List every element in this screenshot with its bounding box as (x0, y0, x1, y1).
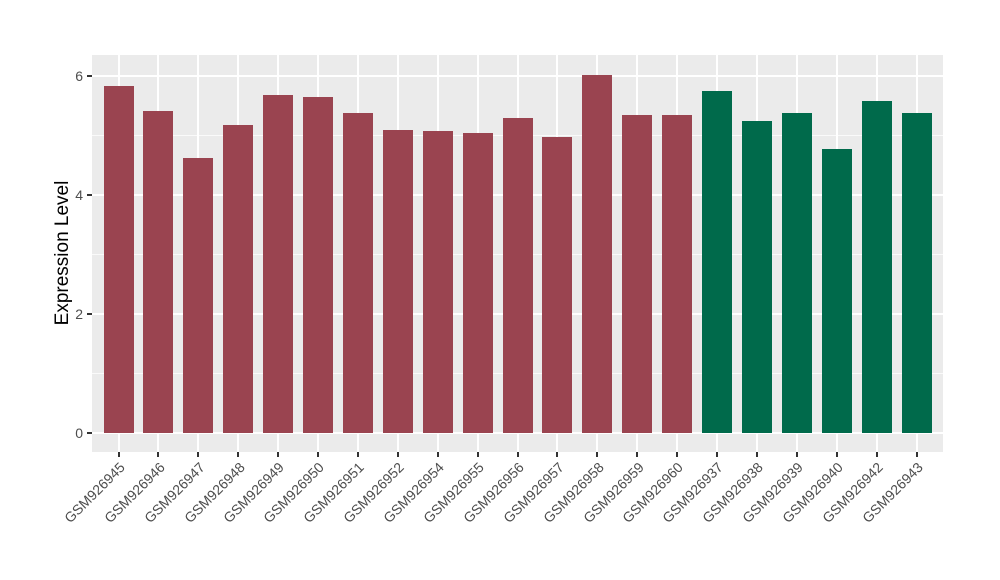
x-tick-mark (915, 452, 918, 457)
y-tick-label: 2 (75, 306, 83, 323)
y-tick-mark (87, 75, 92, 78)
bar-GSM926954 (422, 131, 453, 433)
bar-GSM926940 (821, 149, 852, 433)
bar-GSM926945 (103, 86, 134, 433)
y-tick-label: 4 (75, 187, 83, 204)
y-tick-label: 0 (75, 424, 83, 441)
x-tick-mark (396, 452, 399, 457)
x-tick-mark (636, 452, 639, 457)
y-tick-label: 6 (75, 68, 83, 85)
plot-panel (92, 55, 943, 452)
x-tick-mark (676, 452, 679, 457)
bar-GSM926942 (861, 100, 892, 433)
bar-GSM926959 (622, 115, 653, 433)
bar-GSM926960 (662, 115, 693, 433)
x-tick-mark (755, 452, 758, 457)
bar-GSM926952 (382, 130, 413, 433)
x-tick-mark (516, 452, 519, 457)
x-tick-mark (716, 452, 718, 457)
x-tick-mark (317, 452, 319, 457)
bar-GSM926955 (462, 133, 493, 433)
x-tick-mark (835, 452, 838, 457)
x-tick-mark (436, 452, 439, 457)
x-tick-mark (197, 452, 200, 457)
y-tick-mark (87, 431, 92, 434)
x-tick-mark (117, 452, 120, 457)
bar-GSM926956 (502, 117, 533, 433)
x-tick-mark (875, 452, 878, 457)
x-tick-mark (476, 452, 479, 457)
x-tick-mark (277, 452, 280, 457)
y-tick-mark (87, 194, 92, 197)
bar-GSM926946 (143, 111, 174, 433)
bar-GSM926938 (741, 120, 772, 433)
bar-GSM926937 (702, 90, 732, 433)
x-tick-mark (556, 452, 559, 457)
bar-GSM926949 (263, 94, 294, 433)
bar-GSM926947 (183, 158, 214, 433)
bar-GSM926958 (582, 74, 613, 433)
bar-GSM926951 (342, 112, 373, 433)
x-tick-mark (157, 452, 160, 457)
x-tick-mark (356, 452, 359, 457)
x-tick-mark (237, 452, 240, 457)
bar-GSM926950 (303, 97, 333, 433)
bar-GSM926957 (542, 137, 573, 433)
bar-GSM926939 (781, 112, 812, 433)
x-tick-mark (596, 452, 599, 457)
bar-GSM926943 (901, 112, 932, 433)
bar-GSM926948 (223, 124, 254, 433)
y-tick-mark (87, 313, 92, 316)
x-tick-mark (795, 452, 798, 457)
